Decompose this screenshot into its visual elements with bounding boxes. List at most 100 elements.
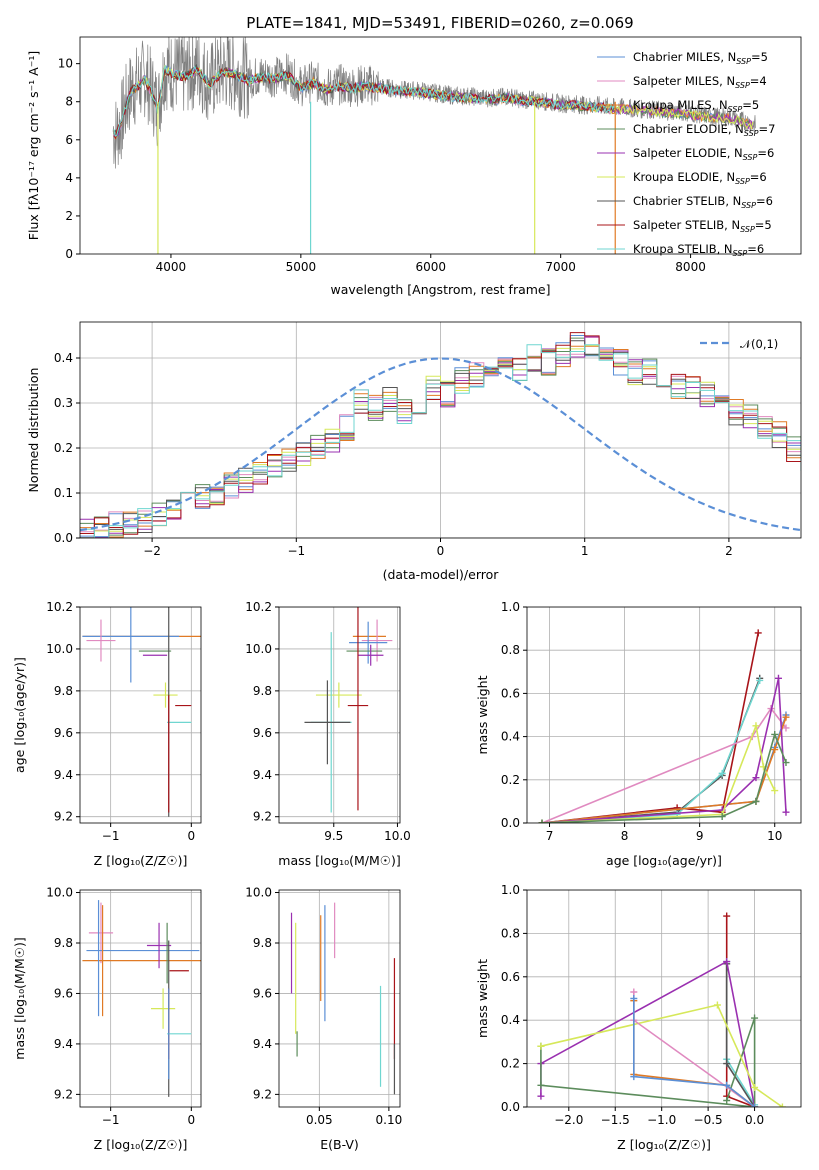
y-tick-label: 0.6 xyxy=(501,686,520,700)
model-spectrum-line xyxy=(113,63,754,139)
legend-subscript: SSP xyxy=(733,249,748,258)
x-tick-label: 2 xyxy=(725,544,733,558)
x-axis-label: Z [log₁₀(Z/Z☉)] xyxy=(94,853,188,868)
x-tick-label: 0 xyxy=(187,829,195,843)
mass-weight-marker xyxy=(723,1096,731,1104)
y-axis-label: mass [log₁₀(M/M☉)] xyxy=(12,937,27,1059)
plot-area xyxy=(112,37,756,254)
x-tick-label: −2.0 xyxy=(554,1113,583,1127)
normal-distribution-curve xyxy=(80,357,801,532)
mass-vs-z-axes: −1 0 9.2 9.4 9.6 9.8 10.0 Z [log₁₀(Z/Z☉)] mass [… xyxy=(12,886,202,1152)
x-tick-label: 0.10 xyxy=(376,1113,403,1127)
mass-weight-marker xyxy=(782,713,790,721)
legend-label: Salpeter MILES, NSSP=4 xyxy=(633,74,767,90)
y-tick-label: 0.1 xyxy=(54,486,73,500)
y-tick-label: 0.0 xyxy=(501,816,520,830)
x-tick-label: 8 xyxy=(621,829,629,843)
legend-label: Salpeter STELIB, NSSP=5 xyxy=(633,218,772,234)
mass-weight-marker xyxy=(752,797,760,805)
legend-label: 𝒩(0,1) xyxy=(740,337,778,351)
mass-weight-marker xyxy=(774,674,782,682)
mass-weight-marker xyxy=(718,769,726,777)
legend-value: =6 xyxy=(747,242,764,256)
residual-histogram-step xyxy=(80,344,801,538)
residual-axes: −2 −1 0 1 2 0.0 0.1 0.2 0.3 0.4 (data-model)/error… xyxy=(26,321,802,582)
x-tick-label: 9.5 xyxy=(324,829,343,843)
mass-weight-marker xyxy=(751,1083,759,1091)
legend-label: Kroupa STELIB, NSSP=6 xyxy=(633,242,764,258)
x-axis-label: (data-model)/error xyxy=(383,567,500,582)
x-tick-label: 0.05 xyxy=(306,1113,333,1127)
plot-area xyxy=(527,890,801,1107)
x-tick-label: 0 xyxy=(437,544,445,558)
x-tick-label: 6000 xyxy=(415,260,446,274)
mass-weight-marker xyxy=(752,774,760,782)
y-tick-label: 1.0 xyxy=(501,600,520,614)
y-tick-label: 0.6 xyxy=(501,970,520,984)
axes-frame xyxy=(526,889,802,1108)
y-tick-label: 4 xyxy=(65,171,73,185)
y-axis-label: mass weight xyxy=(475,959,490,1038)
y-tick-label: 9.6 xyxy=(54,726,73,740)
mass-weight-vs-age-axes: 7 8 9 10 0.0 0.2 0.4 0.6 0.8 1.0 age [log₁₀(age/yr… xyxy=(475,600,802,868)
y-axis-label: Normed distribution xyxy=(26,368,41,493)
axes-frame xyxy=(79,36,802,255)
y-tick-label: 9.8 xyxy=(253,936,272,950)
y-tick-label: 10.2 xyxy=(46,600,73,614)
mass-vs-ebv-axes: 0.05 0.10 9.2 9.4 9.6 9.8 10.0 E(B-V) xyxy=(245,886,402,1152)
x-tick-label: 7000 xyxy=(545,260,576,274)
mass-weight-line xyxy=(541,632,759,823)
y-tick-label: 0.4 xyxy=(54,351,73,365)
legend-subscript: SSP xyxy=(735,177,750,186)
axes-frame xyxy=(79,889,202,1108)
legend-value: =7 xyxy=(759,122,776,136)
y-tick-label: 10.2 xyxy=(245,600,272,614)
x-axis-label: mass [log₁₀(M/M☉)] xyxy=(278,853,400,868)
y-tick-label: 10.0 xyxy=(245,642,272,656)
model-spectrum-line xyxy=(113,63,615,137)
x-tick-label: 1 xyxy=(581,544,589,558)
mass-weight-marker xyxy=(723,1081,731,1089)
mass-weight-marker xyxy=(718,813,726,821)
y-tick-label: 10.0 xyxy=(46,886,73,900)
mass-weight-line xyxy=(540,1004,783,1107)
plot-area xyxy=(80,890,201,1107)
legend-label: Chabrier ELODIE, NSSP=7 xyxy=(633,122,775,138)
legend-label: Kroupa MILES, NSSP=5 xyxy=(633,98,759,114)
legend-subscript: SSP xyxy=(736,57,751,66)
residual-legend: 𝒩(0,1) xyxy=(700,337,778,351)
mass-weight-line xyxy=(633,998,756,1107)
mass-weight-marker xyxy=(771,787,779,795)
y-tick-label: 9.8 xyxy=(54,936,73,950)
model-spectrum-line xyxy=(113,64,615,137)
y-tick-label: 0.4 xyxy=(501,730,520,744)
y-tick-label: 9.4 xyxy=(54,1037,73,1051)
legend-subscript: SSP xyxy=(740,225,755,234)
x-tick-label: 10 xyxy=(767,829,782,843)
y-axis-label: mass weight xyxy=(475,675,490,754)
mass-weight-line xyxy=(541,716,787,823)
x-tick-label: 5000 xyxy=(286,260,317,274)
residual-histogram-step xyxy=(80,332,801,535)
legend-value: =5 xyxy=(755,218,772,232)
y-tick-label: 10.0 xyxy=(46,642,73,656)
y-tick-label: 0.3 xyxy=(54,396,73,410)
mass-weight-marker xyxy=(751,1103,759,1107)
mass-weight-marker xyxy=(723,1060,731,1068)
legend-value: =6 xyxy=(750,170,767,184)
y-tick-label: 10 xyxy=(58,57,73,71)
mass-weight-marker xyxy=(756,676,764,684)
x-tick-label: −2 xyxy=(143,544,161,558)
x-tick-label: 0.0 xyxy=(745,1113,764,1127)
plot-area xyxy=(279,890,400,1107)
mass-weight-line xyxy=(541,707,787,823)
y-tick-label: 0.2 xyxy=(501,773,520,787)
mass-weight-marker xyxy=(723,958,731,966)
mass-weight-line xyxy=(540,1017,756,1107)
y-tick-label: 0.0 xyxy=(54,531,73,545)
mass-weight-marker xyxy=(754,629,762,637)
axes-frame xyxy=(79,606,202,824)
mass-weight-marker xyxy=(782,724,790,732)
mass-weight-marker xyxy=(537,1042,545,1050)
